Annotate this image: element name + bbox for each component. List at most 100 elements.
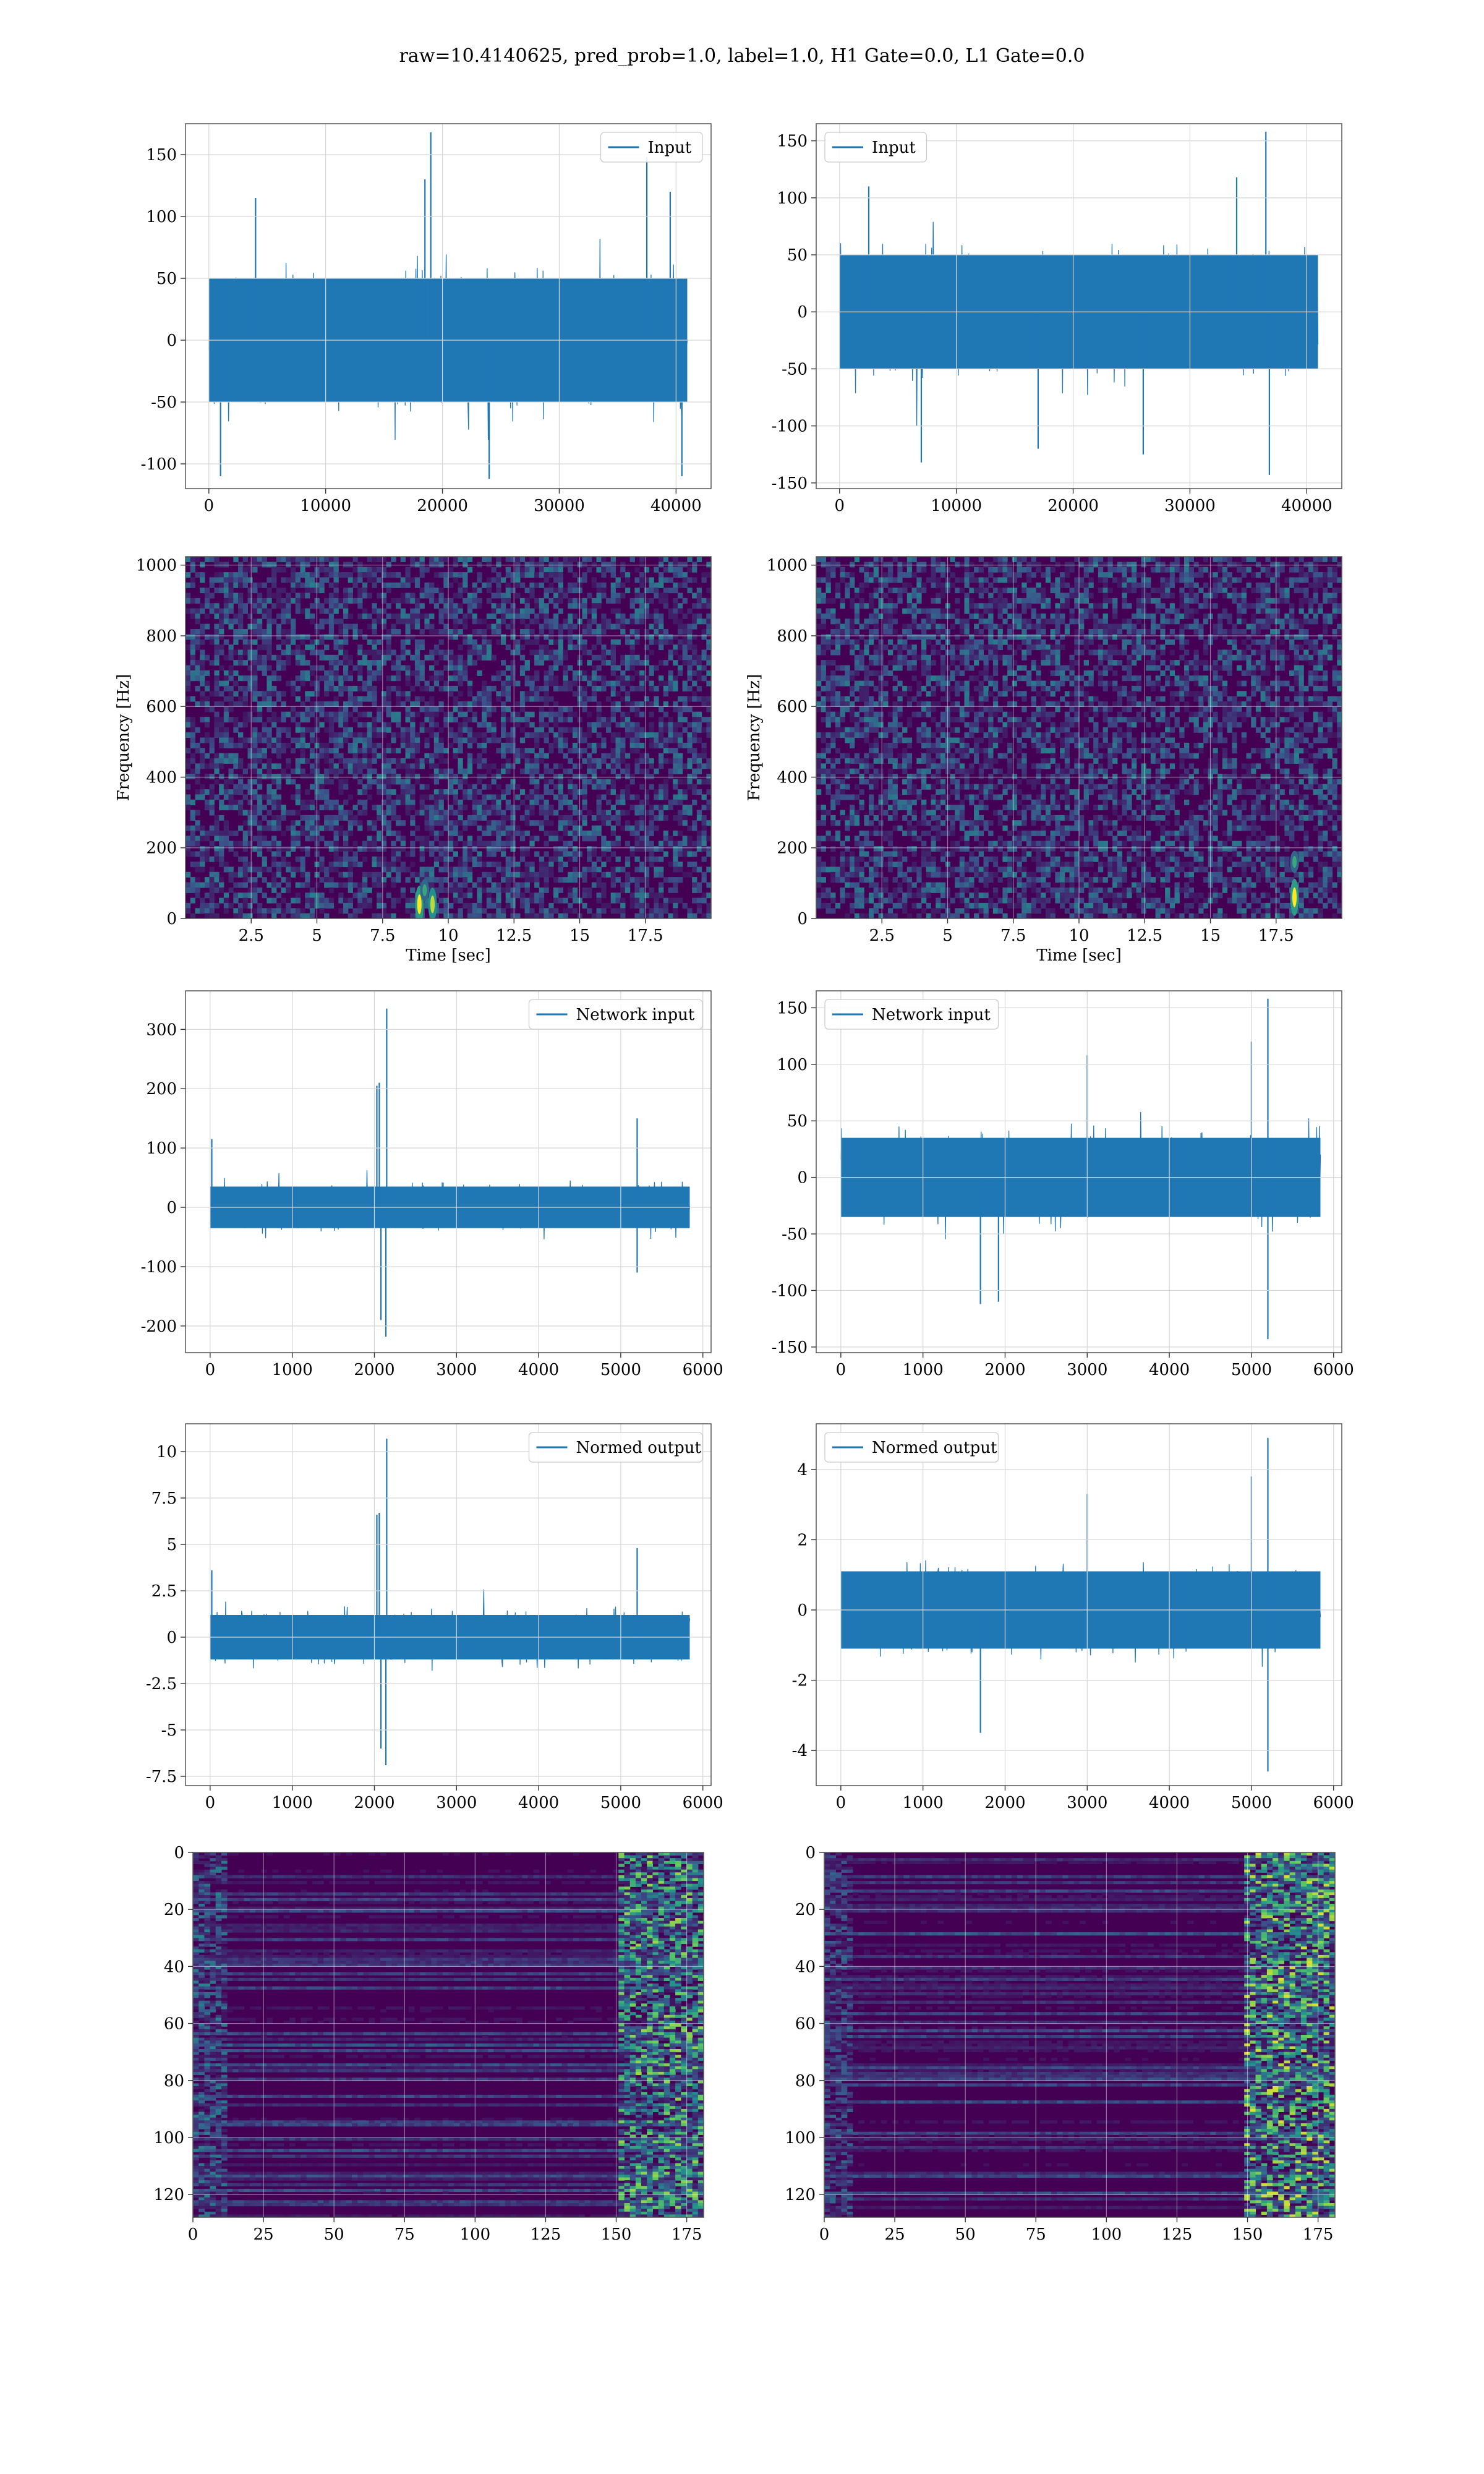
y-tick-label: 200 — [146, 839, 177, 858]
x-tick-label: 150 — [601, 2225, 632, 2244]
panel-5: 0 1000 2000 3000 4000 5000 6000 -200 -100 0 100 200… — [141, 990, 723, 1379]
x-tick-label: 0 — [836, 1794, 846, 1812]
x-tick-label: 7.5 — [1000, 927, 1026, 945]
y-tick-label: 100 — [785, 2129, 816, 2147]
y-axis-label: Frequency [Hz] — [114, 674, 133, 802]
y-tick-label: 300 — [146, 1021, 177, 1039]
x-tick-label: 12.5 — [496, 927, 532, 945]
y-tick-label: 80 — [795, 2072, 816, 2091]
grid — [186, 991, 711, 1353]
panel-7: 0 1000 2000 3000 4000 5000 6000 -7.5 -5 -2.5 0 2.5 5… — [146, 1423, 723, 1812]
x-tick-label: 75 — [1026, 2225, 1046, 2244]
y-tick-label: 40 — [164, 1958, 184, 1976]
y-tick-label: 600 — [146, 698, 177, 716]
x-tick-label: 6000 — [683, 1361, 723, 1379]
y-tick-label: 800 — [146, 627, 177, 646]
panel-10: 0 25 50 75 100 125 150 175 0 20 40 60 80 100 120 — [785, 1844, 1336, 2244]
x-tick-label: 20000 — [417, 497, 468, 515]
y-tick-label: 0 — [166, 332, 177, 350]
axes-frame — [816, 1423, 1342, 1786]
y-tick-label: 120 — [153, 2186, 184, 2204]
y-tick-label: -100 — [772, 1282, 808, 1300]
y-tick-label: 120 — [785, 2186, 816, 2204]
legend: Input — [824, 132, 927, 163]
y-tick-label: 2.5 — [151, 1582, 177, 1601]
x-tick-label: 2000 — [354, 1794, 394, 1812]
y-tick-label: -50 — [782, 360, 808, 379]
x-tick-label: 30000 — [1164, 497, 1216, 515]
y-tick-label: 1000 — [136, 557, 177, 575]
x-tick-label: 15 — [569, 927, 590, 945]
hot-spot-core — [1292, 855, 1297, 868]
x-tick-label: 20000 — [1047, 497, 1099, 515]
panel-1: 0 10000 20000 30000 40000 -100 -50 0 50 100 150 Inp… — [141, 123, 712, 515]
panel-3: 2.5 5 7.5 10 12.5 15 17.5 0 200 400 600 800 1000 Time… — [114, 556, 712, 965]
x-tick-label: 150 — [1232, 2225, 1263, 2244]
axes-frame — [816, 990, 1342, 1353]
y-tick-label: 0 — [166, 1629, 177, 1647]
heatmap-image — [186, 557, 711, 918]
x-tick-label: 6000 — [1313, 1794, 1354, 1812]
y-tick-label: 0 — [166, 910, 177, 928]
x-tick-label: 40000 — [650, 497, 702, 515]
x-tick-label: 2.5 — [239, 927, 264, 945]
x-tick-label: 15 — [1200, 927, 1221, 945]
x-tick-label: 0 — [205, 1361, 216, 1379]
legend: Normed output — [824, 1432, 999, 1463]
figure-title: raw=10.4140625, pred_prob=1.0, label=1.0… — [399, 45, 1085, 67]
y-tick-label: 10 — [156, 1443, 177, 1462]
legend-label: Normed output — [872, 1439, 997, 1457]
x-tick-label: 175 — [672, 2225, 702, 2244]
x-tick-label: 12.5 — [1127, 927, 1162, 945]
x-tick-label: 125 — [531, 2225, 561, 2244]
x-tick-label: 5000 — [1231, 1361, 1272, 1379]
x-tick-label: 100 — [460, 2225, 491, 2244]
y-tick-label: 0 — [166, 1199, 177, 1217]
y-tick-label: 5 — [166, 1536, 177, 1554]
y-tick-label: 40 — [795, 1958, 816, 1976]
y-tick-label: -100 — [141, 1258, 177, 1277]
x-tick-label: 3000 — [436, 1794, 477, 1812]
y-tick-label: 0 — [797, 910, 808, 928]
hot-spot-core — [422, 884, 427, 896]
y-tick-label: 0 — [174, 1844, 184, 1862]
x-axis-label: Time [sec] — [406, 946, 491, 965]
grid — [816, 1424, 1342, 1786]
y-tick-label: 0 — [805, 1844, 816, 1862]
legend-label: Network input — [872, 1006, 991, 1024]
axes-frame — [185, 990, 712, 1353]
y-tick-label: 100 — [777, 1056, 808, 1074]
x-tick-label: 25 — [885, 2225, 905, 2244]
x-tick-label: 10 — [1068, 927, 1089, 945]
y-tick-label: -100 — [141, 455, 177, 474]
y-tick-label: 4 — [797, 1461, 808, 1479]
y-tick-label: 0 — [797, 1169, 808, 1188]
x-tick-label: 0 — [836, 1361, 846, 1379]
y-tick-label: 600 — [777, 698, 808, 716]
y-tick-label: 150 — [146, 146, 177, 165]
legend: Input — [600, 132, 703, 163]
y-tick-label: 80 — [164, 2072, 184, 2091]
x-tick-label: 0 — [204, 497, 215, 515]
y-tick-label: 7.5 — [151, 1489, 177, 1508]
legend: Network input — [824, 999, 999, 1030]
y-tick-label: 20 — [795, 1901, 816, 1919]
x-tick-label: 40000 — [1281, 497, 1333, 515]
x-axis-label: Time [sec] — [1036, 946, 1122, 965]
y-tick-label: 150 — [777, 999, 808, 1017]
y-tick-label: -4 — [792, 1742, 808, 1760]
y-tick-label: -50 — [151, 393, 177, 412]
y-tick-label: -5 — [161, 1721, 177, 1740]
y-tick-label: 150 — [777, 132, 808, 151]
grid — [186, 1424, 711, 1786]
x-tick-label: 4000 — [518, 1794, 559, 1812]
y-tick-label: 0 — [797, 303, 808, 322]
panel-6: 0 1000 2000 3000 4000 5000 6000 -150 -100 -50 0 50 1… — [772, 990, 1354, 1379]
y-tick-label: 800 — [777, 627, 808, 646]
y-tick-label: -50 — [782, 1225, 808, 1244]
y-tick-label: -200 — [141, 1317, 177, 1336]
x-tick-label: 1000 — [272, 1794, 313, 1812]
x-tick-label: 0 — [188, 2225, 198, 2244]
